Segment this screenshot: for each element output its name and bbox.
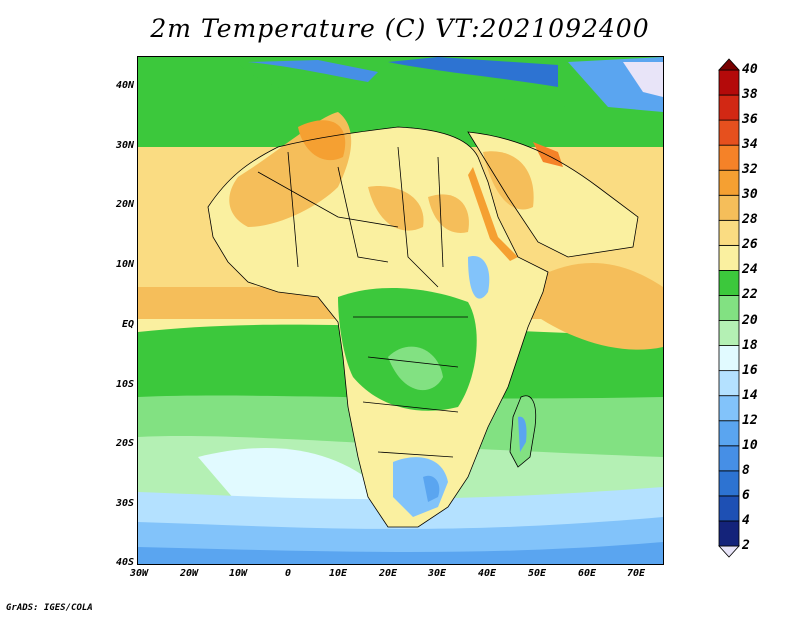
lon-label-30w: 30W — [129, 568, 149, 579]
colorbar-swatch — [718, 295, 740, 321]
lat-label-30s: 30S — [115, 498, 134, 509]
ethiopian-highlands-cool — [468, 256, 490, 299]
map-canvas — [138, 57, 663, 564]
colorbar-tick-label: 26 — [742, 237, 758, 253]
balkans-cool — [388, 57, 558, 87]
colorbar-tick-label: 34 — [742, 137, 758, 153]
colorbar — [718, 58, 740, 558]
lesotho-cool — [423, 475, 440, 502]
chad-hot-patch — [368, 186, 424, 231]
persian-gulf-hot — [533, 142, 563, 167]
lat-label-20n: 20N — [115, 199, 134, 210]
arabia-hot-patch — [483, 151, 534, 210]
colorbar-swatch — [718, 420, 740, 447]
colorbar-tick-label: 24 — [742, 262, 758, 278]
congo-lightgreen — [388, 346, 443, 391]
colorbar-min-triangle — [718, 545, 740, 558]
colorbar-swatch — [718, 119, 740, 146]
lon-label-40e: 40E — [477, 568, 497, 579]
footer-credit: GrADS: IGES/COLA — [6, 603, 93, 613]
country-borders — [207, 126, 639, 528]
colorbar-tick-label: 32 — [742, 162, 758, 178]
lon-label-20w: 20W — [179, 568, 199, 579]
lon-label-10w: 10W — [228, 568, 248, 579]
colorbar-swatch — [718, 320, 740, 346]
colorbar-swatch — [718, 144, 740, 171]
lat-label-40s: 40S — [115, 557, 134, 568]
iberia-cool — [248, 60, 378, 82]
lon-label-50e: 50E — [527, 568, 547, 579]
colorbar-swatch — [718, 445, 740, 472]
lon-label-0: 0 — [284, 568, 292, 579]
red-sea-hot — [468, 167, 518, 261]
colorbar-swatch — [718, 520, 740, 547]
colorbar-swatch — [718, 169, 740, 196]
colorbar-tick-label: 6 — [742, 487, 750, 503]
colorbar-swatch — [718, 94, 740, 121]
lat-label-10s: 10S — [115, 379, 134, 390]
colorbar-tick-label: 28 — [742, 212, 758, 228]
colorbar-swatch — [718, 470, 740, 497]
lat-label-20s: 20S — [115, 438, 134, 449]
colorbar-tick-label: 2 — [742, 538, 750, 553]
colorbar-max-triangle — [718, 58, 740, 71]
colorbar-tick-label: 12 — [742, 412, 758, 428]
colorbar-swatch — [718, 370, 740, 397]
sahara-hottest-core — [298, 120, 346, 161]
colorbar-swatch — [718, 495, 740, 522]
colorbar-tick-label: 40 — [742, 62, 758, 77]
colorbar-swatch — [718, 270, 740, 296]
lat-label-30n: 30N — [115, 140, 134, 151]
asia-coldest-patch — [623, 62, 663, 97]
colorbar-swatch — [718, 395, 740, 422]
lat-label-eq: EQ — [121, 319, 134, 330]
colorbar-tick-label: 14 — [742, 387, 758, 403]
colorbar-tick-label: 16 — [742, 362, 758, 378]
colorbar-tick-label: 38 — [742, 87, 758, 103]
southern-ocean-coldest — [138, 542, 663, 564]
colorbar-tick-label: 36 — [742, 112, 758, 128]
lon-label-10e: 10E — [328, 568, 348, 579]
colorbar-tick-label: 20 — [742, 312, 758, 328]
lon-label-70e: 70E — [626, 568, 646, 579]
colorbar-tick-label: 18 — [742, 337, 758, 353]
sudan-hot-patch — [428, 194, 469, 233]
lon-label-30e: 30E — [427, 568, 447, 579]
temperature-map — [137, 56, 664, 565]
colorbar-tick-label: 30 — [742, 187, 758, 203]
lon-label-60e: 60E — [577, 568, 597, 579]
lat-label-40n: 40N — [115, 80, 134, 91]
lat-label-10n: 10N — [115, 259, 134, 270]
colorbar-tick-label: 22 — [742, 287, 758, 303]
map-title: 2m Temperature (C) VT:2021092400 — [150, 14, 650, 43]
south-africa-cool — [393, 457, 448, 517]
indian-ocean-warm — [538, 263, 663, 350]
colorbar-swatch — [718, 194, 740, 221]
colorbar-swatch — [718, 69, 740, 96]
madagascar-highlands — [518, 416, 527, 452]
colorbar-swatch — [718, 345, 740, 372]
colorbar-swatch — [718, 244, 740, 271]
colorbar-tick-label: 10 — [742, 437, 758, 453]
colorbar-tick-label: 4 — [742, 512, 750, 528]
southern-plateau-warm — [378, 412, 443, 451]
colorbar-tick-label: 8 — [742, 462, 750, 478]
colorbar-swatch — [718, 219, 740, 246]
lon-label-20e: 20E — [378, 568, 398, 579]
